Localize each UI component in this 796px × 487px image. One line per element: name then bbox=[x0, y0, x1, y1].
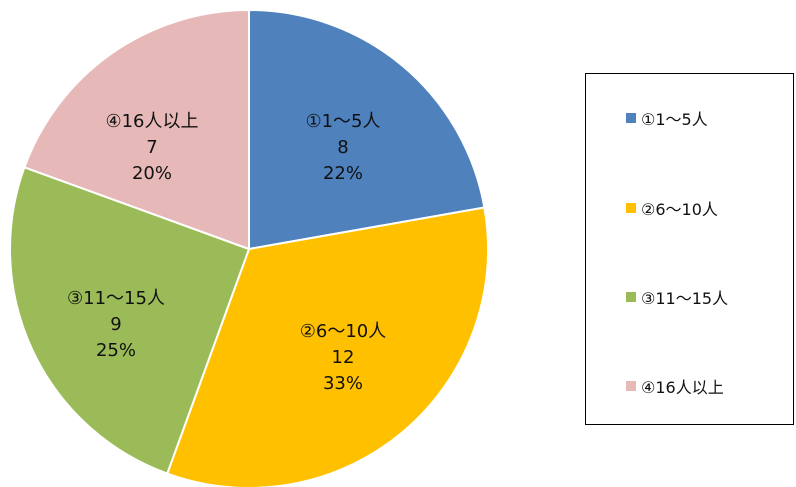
slice-label-4: ④16人以上 7 20% bbox=[105, 111, 198, 184]
slice-labels: ①1～5人 8 22% ②6～10人 12 33% ③11～15人 9 25% ④16人以上 7 20… bbox=[67, 111, 386, 394]
legend-item-4: ④16人以上 bbox=[626, 375, 724, 397]
legend-label-3: ③11～15人 bbox=[641, 289, 729, 308]
pie-slice-1 bbox=[248, 8, 486, 251]
pie-slice-2 bbox=[165, 206, 489, 487]
legend: ①1～5人 ②6～10人 ③11～15人 ④16人以上 bbox=[585, 73, 794, 425]
legend-label-2: ②6～10人 bbox=[641, 200, 718, 219]
slice-label-3: ③11～15人 9 25% bbox=[67, 288, 165, 361]
legend-item-1: ①1～5人 bbox=[626, 107, 708, 129]
legend-item-2: ②6～10人 bbox=[626, 197, 718, 219]
pie-slice-4 bbox=[23, 8, 250, 251]
legend-swatch-1 bbox=[626, 113, 636, 123]
pie-slice-3 bbox=[9, 165, 251, 475]
slice-label-2: ②6～10人 12 33% bbox=[300, 321, 387, 394]
slice-label-1: ①1～5人 8 22% bbox=[305, 111, 380, 184]
pie-slices bbox=[9, 8, 489, 487]
legend-label-1: ①1～5人 bbox=[641, 110, 708, 129]
legend-item-3: ③11～15人 bbox=[626, 286, 728, 308]
legend-swatch-4 bbox=[626, 381, 636, 391]
legend-swatch-3 bbox=[626, 292, 636, 302]
legend-swatch-2 bbox=[626, 203, 636, 213]
legend-label-4: ④16人以上 bbox=[641, 378, 724, 397]
